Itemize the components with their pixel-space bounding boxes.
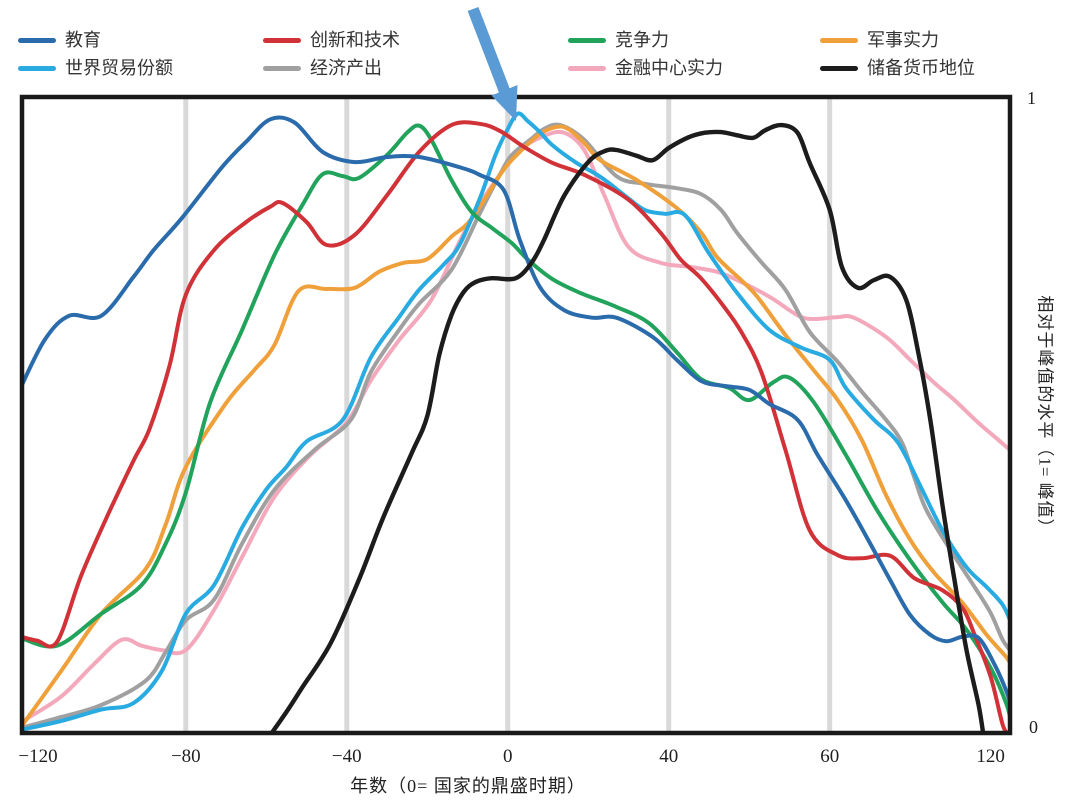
y-axis-title: 相对于峰值的水平（1= 峰值） [1035,295,1055,537]
series-line-military [22,124,1010,729]
series-lines [22,111,1010,733]
x-axis-title: 年数（0= 国家的鼎盛时期） [350,776,586,796]
series-line-innovation_tech [22,120,1010,733]
y-axis-tick-1: 1 [1027,88,1036,108]
series-line-economic_output [22,122,1010,730]
legend-item-education: 教育 [18,31,101,49]
legend-item-financial_center: 金融中心实力 [568,59,723,77]
legend-item-competitiveness: 竞争力 [568,31,669,49]
legend-item-innovation_tech: 创新和技术 [263,31,400,49]
arrow-head [491,85,518,121]
legend-label-education: 教育 [65,30,101,50]
legend-label-economic_output: 经济产出 [310,58,382,78]
legend-swatch-financial_center [568,65,606,71]
legend-label-world_trade_share: 世界贸易份额 [65,58,173,78]
series-line-financial_center [22,129,1010,724]
legend-swatch-education [18,37,56,43]
arrow-tail [467,6,510,94]
x-tick-80: 60 [820,746,840,767]
x-tick--120: −120 [18,746,58,767]
legend-item-economic_output: 经济产出 [263,59,382,77]
legend-label-military: 军事实力 [867,30,939,50]
legend-label-financial_center: 金融中心实力 [615,58,723,78]
legend-item-military: 军事实力 [820,31,939,49]
x-tick-120: 120 [976,746,1005,767]
plot-border [19,94,1013,736]
series-line-reserve_currency [269,122,986,733]
legend-swatch-world_trade_share [18,65,56,71]
legend-swatch-innovation_tech [263,37,301,43]
legend-item-world_trade_share: 世界贸易份额 [18,59,173,77]
annotation-arrow-icon [467,6,518,121]
series-line-competitiveness [22,123,1010,729]
legend-swatch-competitiveness [568,37,606,43]
series-line-world_trade_share [22,111,1010,732]
legend-swatch-military [820,37,858,43]
series-line-education [22,115,1010,711]
x-tick--40: −40 [331,746,362,767]
x-tick-40: 40 [659,746,679,767]
y-axis-tick-0: 0 [1029,717,1038,737]
legend-swatch-economic_output [263,65,301,71]
legend-label-reserve_currency: 储备货币地位 [867,58,975,78]
legend-label-innovation_tech: 创新和技术 [310,30,400,50]
legend-swatch-reserve_currency [820,65,858,71]
legend-item-reserve_currency: 储备货币地位 [820,59,975,77]
x-tick--80: −80 [170,746,201,767]
legend-label-competitiveness: 竞争力 [615,30,669,50]
x-tick-0: 0 [503,746,513,767]
